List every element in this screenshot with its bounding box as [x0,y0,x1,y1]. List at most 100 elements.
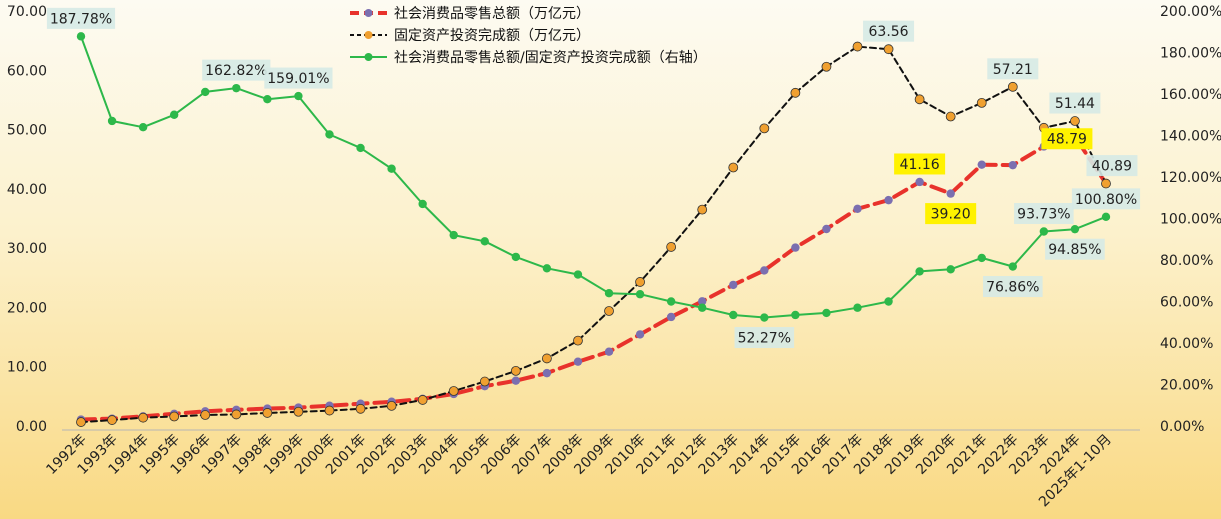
series-point [1101,212,1111,222]
data-label: 187.78% [50,11,112,27]
data-label-box [734,327,795,349]
series-point [169,411,180,422]
data-label-box [1041,128,1093,150]
series-point [231,409,242,420]
legend-entry: 社会消费品零售总额/固定资产投资完成额（右轴） [394,50,707,66]
series-point [635,330,645,339]
y-left-tick-label: 0.00 [16,419,47,435]
data-label: 57.21 [993,62,1033,78]
series-point [1008,262,1017,271]
series-point [604,347,614,356]
series-point [604,289,614,298]
data-label-box [264,67,333,89]
series-point [542,264,552,273]
data-label-box [46,7,116,29]
series-point [325,130,334,139]
y-right-tick-label: 0.00% [1160,419,1204,435]
series-point [729,310,738,320]
y-left-tick-label: 50.00 [7,123,47,139]
series-point [729,280,738,290]
series-point [791,310,800,320]
series-point [1070,116,1080,126]
series-point [915,267,924,276]
series-point [542,368,552,378]
series-point [232,83,241,93]
legend-swatch-marker [364,9,373,17]
series-point [728,162,739,173]
legend-entry: 社会消费品零售总额（万亿元） [394,6,590,22]
series-point [915,177,924,187]
data-label-box [983,276,1043,298]
series-point [977,160,986,169]
series-0 [76,132,1111,424]
series-point [790,87,801,98]
series-point [573,357,583,366]
series-point [759,123,770,134]
series-point [945,111,956,122]
series-point [293,406,304,417]
y-left-tick-label: 60.00 [7,63,47,79]
series-point [324,405,335,416]
y-left-tick-label: 40.00 [7,182,47,198]
series-line [79,134,1108,422]
data-label: 100.80% [1075,192,1137,208]
series-point [294,91,303,101]
data-label: 162.82% [205,63,267,79]
data-label: 52.27% [738,331,791,347]
series-point [852,41,863,52]
data-label: 39.20 [931,207,971,223]
series-point [976,97,987,108]
series-point [853,303,862,312]
series-point [386,400,397,411]
legend-swatch-marker [364,31,373,39]
series-point [977,253,986,263]
data-label-box [863,20,915,42]
y-right-tick-label: 100.00% [1160,212,1221,228]
series-point [791,243,800,252]
y-right-tick-label: 140.00% [1160,129,1221,145]
series-point [884,297,893,306]
annotations: 187.78% 162.82% 159.01% 52.27% 76.86% 93.73% 9… [46,7,1141,349]
data-label-box [925,203,977,225]
data-label: 48.79 [1047,132,1087,148]
data-label: 76.86% [986,280,1039,296]
series-point [138,412,149,423]
series-point [479,376,490,387]
series-point [387,164,396,173]
data-label: 93.73% [1017,207,1070,223]
data-label-box [202,59,271,81]
series-point [604,306,614,316]
series-point [914,94,925,105]
series-point [138,123,148,132]
series-point [946,265,955,274]
series-point [480,237,489,246]
series-point [821,61,832,72]
y-right-tick-label: 180.00% [1160,46,1221,62]
x-axis: 1992年1993年1994年1995年1996年1997年1998年1999年… [43,432,1114,511]
data-label-box [987,58,1039,80]
series-point [883,44,894,55]
series-point [1101,178,1111,189]
series-point [511,376,521,385]
y-right-tick-label: 200.00% [1160,4,1221,20]
legend-entry: 固定资产投资完成额（万亿元） [394,28,590,44]
data-label: 51.44 [1055,96,1095,112]
data-label: 63.56 [869,24,909,40]
y-right-tick-label: 160.00% [1160,87,1221,103]
y-right-tick-label: 60.00% [1160,295,1213,311]
data-label: 41.16 [900,157,940,173]
series-line [80,35,1107,319]
series-point [666,242,677,252]
data-label-box [1071,188,1141,210]
series-point [262,408,273,418]
series-point [635,277,645,287]
series-point [760,313,769,322]
y-left-tick-label: 20.00 [7,300,47,316]
series-1 [76,41,1111,427]
legend: 社会消费品零售总额（万亿元） 固定资产投资完成额（万亿元） 社会消费品零售总额/固定… [350,6,707,66]
y-left-tick-label: 30.00 [7,241,47,257]
series-point [1039,227,1049,236]
series-point [697,204,708,215]
